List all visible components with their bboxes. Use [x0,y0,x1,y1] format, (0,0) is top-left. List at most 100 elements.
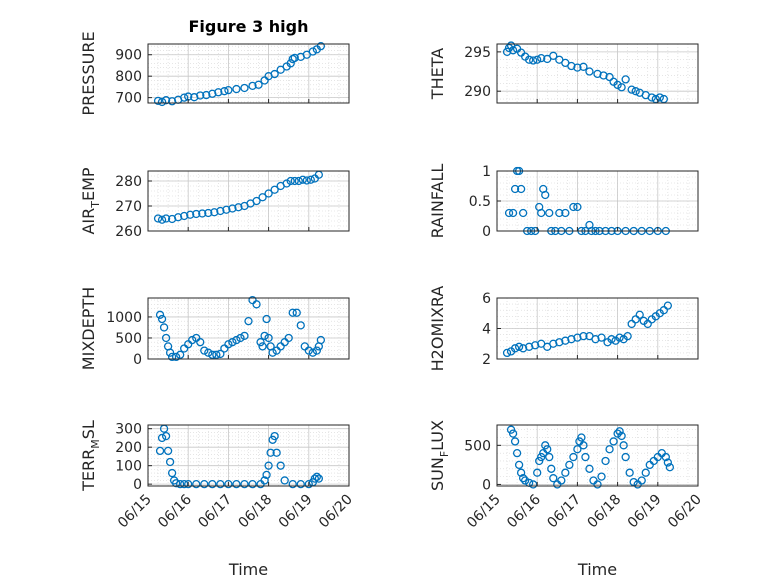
subplot-h2omixra: 2 4 6 H2OMIXRA [428,286,699,371]
data-point [176,350,185,359]
data-point [270,185,279,194]
data-point [180,93,189,102]
data-point [516,184,526,194]
data-point [232,479,241,489]
subplot-mixdepth: 0 500 1000 MIXDEPTH [79,287,350,370]
data-point [525,342,534,351]
data-point [631,315,640,324]
data-point [627,319,636,329]
y-tick-label: 0 [482,224,491,240]
data-point [212,350,221,359]
axes-box [496,43,699,104]
data-point [533,55,542,64]
data-point [214,88,223,97]
data-point [605,72,614,82]
data-point [599,71,608,80]
data-point [512,448,522,458]
y-tick-label: 500 [115,331,142,347]
data-point [518,208,528,218]
data-point [153,214,163,223]
data-point [286,59,295,68]
data-point [232,335,241,345]
data-point [268,348,277,357]
data-point [567,335,576,344]
data-point [579,62,588,71]
data-point [502,348,512,358]
data-point [200,346,209,355]
axes-box [147,297,350,360]
data-point [161,96,171,105]
data-point [593,480,602,489]
y-tick-label: 700 [115,91,142,107]
data-point [541,190,550,200]
data-point [270,431,279,441]
data-point [569,202,578,212]
data-point [508,208,518,218]
subplot-terr-msl: 0 100 200 300 06/15 06/16 06/17 06/18 06/19 06/20… [79,420,356,579]
data-point [601,456,610,466]
data-point [561,336,570,345]
data-point [232,84,241,94]
data-point [252,196,261,206]
data-point [290,176,299,186]
data-point [155,446,165,456]
data-point [254,80,263,89]
data-point [204,348,213,357]
data-point [615,427,624,436]
x-tick-label: 06/19 [276,492,316,532]
data-point [617,431,626,441]
data-point [167,352,177,362]
y-tick-label: 200 [115,440,142,456]
data-point [561,208,570,218]
data-point [272,448,281,457]
data-point [280,476,289,485]
data-point [240,479,249,489]
data-point [627,85,636,94]
data-point [288,479,297,489]
data-point [518,344,528,353]
data-point [258,193,267,202]
data-point [502,47,512,57]
data-point [264,189,273,198]
y-tick-label: 2 [482,352,491,368]
data-point [198,209,207,218]
data-point [240,331,249,341]
data-point [537,452,546,462]
data-point [573,202,582,212]
data-point [613,80,622,90]
data-point [663,301,672,310]
data-point [256,338,265,347]
data-point [504,208,514,218]
data-point [264,333,273,343]
y-tick-label: 300 [115,422,142,438]
data-point [561,468,570,477]
data-point [167,468,177,478]
data-point [613,429,622,438]
data-point [208,350,217,359]
data-point [304,479,313,489]
data-point [621,75,630,84]
x-tick-label: 06/17 [544,492,584,532]
data-point [585,67,594,76]
y-axis-label: RAINFALL [428,164,447,239]
data-point [304,346,313,355]
y-axis-label: SUNFLUX [428,420,451,491]
data-point [516,468,526,477]
data-point [581,452,590,462]
data-point [264,461,273,470]
data-point [541,441,550,450]
data-point [224,340,233,349]
data-point [518,474,528,483]
data-point [607,335,616,344]
data-point [248,81,257,90]
data-point [163,446,173,456]
data-point [252,300,261,309]
data-point [298,175,307,184]
y-tick-label: 295 [464,45,491,61]
plot-area [497,44,698,103]
y-tick-label: 1000 [106,310,142,326]
data-point [159,323,169,332]
data-point [585,464,594,473]
data-point [260,331,269,341]
data-point [647,93,656,102]
